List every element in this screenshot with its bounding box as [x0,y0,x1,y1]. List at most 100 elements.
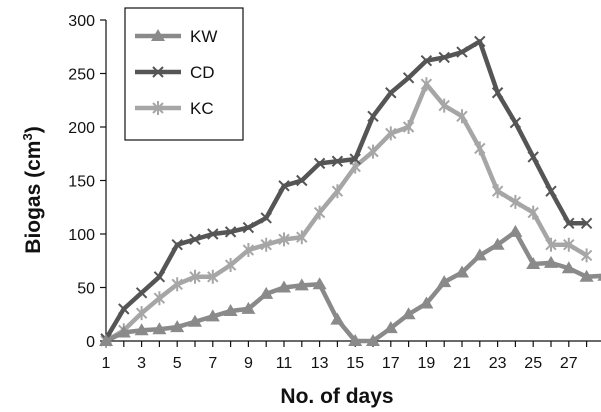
series-cd-point [242,221,255,234]
series-kc-point [242,243,255,258]
y-axis-title-close: ) [22,126,45,133]
series-cd-point [474,35,486,48]
series-kw-point [490,237,505,250]
series-kw [99,224,601,346]
series-kc-line [104,81,588,343]
series-cd-point [313,157,326,170]
y-tick-label: 0 [86,334,95,351]
series-layer [99,35,601,348]
series-cd-point [545,185,557,197]
x-tick-label: 3 [137,355,146,372]
y-axis-title-superscript: 3 [20,133,35,140]
legend-item-cd: CD [135,63,215,82]
series-kw-point [348,334,363,346]
series-kw-point [383,321,398,334]
x-tick-label: 21 [453,355,471,372]
x-tick-label: 19 [418,355,436,372]
series-cd-point [509,117,522,129]
series-kw-point [437,275,452,288]
series-cd-point [527,151,539,163]
series-kc-point [402,120,415,134]
y-tick-label: 200 [68,120,95,137]
series-kw-point [472,248,487,261]
y-tick-label: 150 [68,174,95,191]
x-tick-label: 9 [244,355,253,372]
series-kw-point [223,304,238,317]
series-kw-point [152,322,167,335]
x-tick-label: 27 [560,355,578,372]
series-cd-point [367,110,379,123]
series-kc-point [171,277,183,292]
series-cd-point [171,238,183,251]
series-cd-point [456,46,468,58]
series-kw-point [597,274,601,281]
series-kc-point [491,184,504,199]
x-tick-label: 5 [173,355,182,372]
series-kc-point [474,141,486,156]
series-kc-point [207,269,219,284]
series-kw-point [134,323,149,336]
x-tick-label: 23 [489,355,507,372]
series-cd-point [296,174,308,187]
series-kc-point [563,237,575,252]
series-kw-point [188,314,202,327]
x-tick-label: 17 [382,355,400,372]
x-tick-label: 13 [311,355,329,372]
series-kw-point [294,278,309,291]
y-tick-label: 250 [68,67,95,84]
legend: KW CD KC [124,7,244,141]
series-cd-line [104,39,587,341]
series-kw-point [330,312,345,325]
series-kc-point [153,291,166,306]
legend-marker-kc [152,101,164,115]
series-cd-point [153,271,166,283]
series-cd-point [438,51,450,64]
series-kw-point [366,334,380,346]
series-kc-point [296,230,308,245]
y-axis-title-text: Biogas (cm [22,141,45,254]
series-cd-point [260,212,272,224]
series-kw-point [526,256,541,269]
series-kc-point [331,184,344,199]
series-cd-point [385,87,397,99]
x-tick-label: 1 [102,355,111,372]
series-kc-point [456,109,468,124]
series-cd-point [402,72,415,84]
x-axis-title: No. of days [280,385,393,408]
series-kc-point [509,194,522,209]
series-kw-point [277,280,291,293]
series-cd [100,35,593,345]
series-kw-point [544,255,558,268]
series-kc-point [278,232,290,247]
series-kw-point [241,301,256,314]
series-kw-point [116,325,131,338]
legend-item-kc: KC [135,99,214,118]
series-cd-point [118,303,130,315]
series-kw-point [561,261,576,274]
series-cd-point [420,54,433,67]
series-kc-point [545,237,557,252]
series-kc-point [527,205,539,220]
series-kw-point [312,277,327,290]
series-cd-point [207,228,219,240]
series-kw-point [508,224,523,237]
y-tick-label: 50 [77,281,95,298]
series-kw-point [455,265,469,278]
y-tick-label: 300 [68,13,95,30]
x-tick-label: 15 [346,355,364,372]
series-cd-point [224,226,237,238]
series-kc-point [385,126,397,141]
series-kw-point [419,296,434,309]
series-cd-point [563,217,575,230]
series-kc [100,77,593,348]
series-kc-point [135,306,148,321]
series-cd-point [189,233,201,246]
series-kw-point [205,309,220,322]
series-cd-point [491,87,504,99]
series-cd-point [349,153,361,165]
series-cd-point [135,287,148,299]
series-kc-point [438,98,450,113]
series-cd-point [580,217,593,230]
